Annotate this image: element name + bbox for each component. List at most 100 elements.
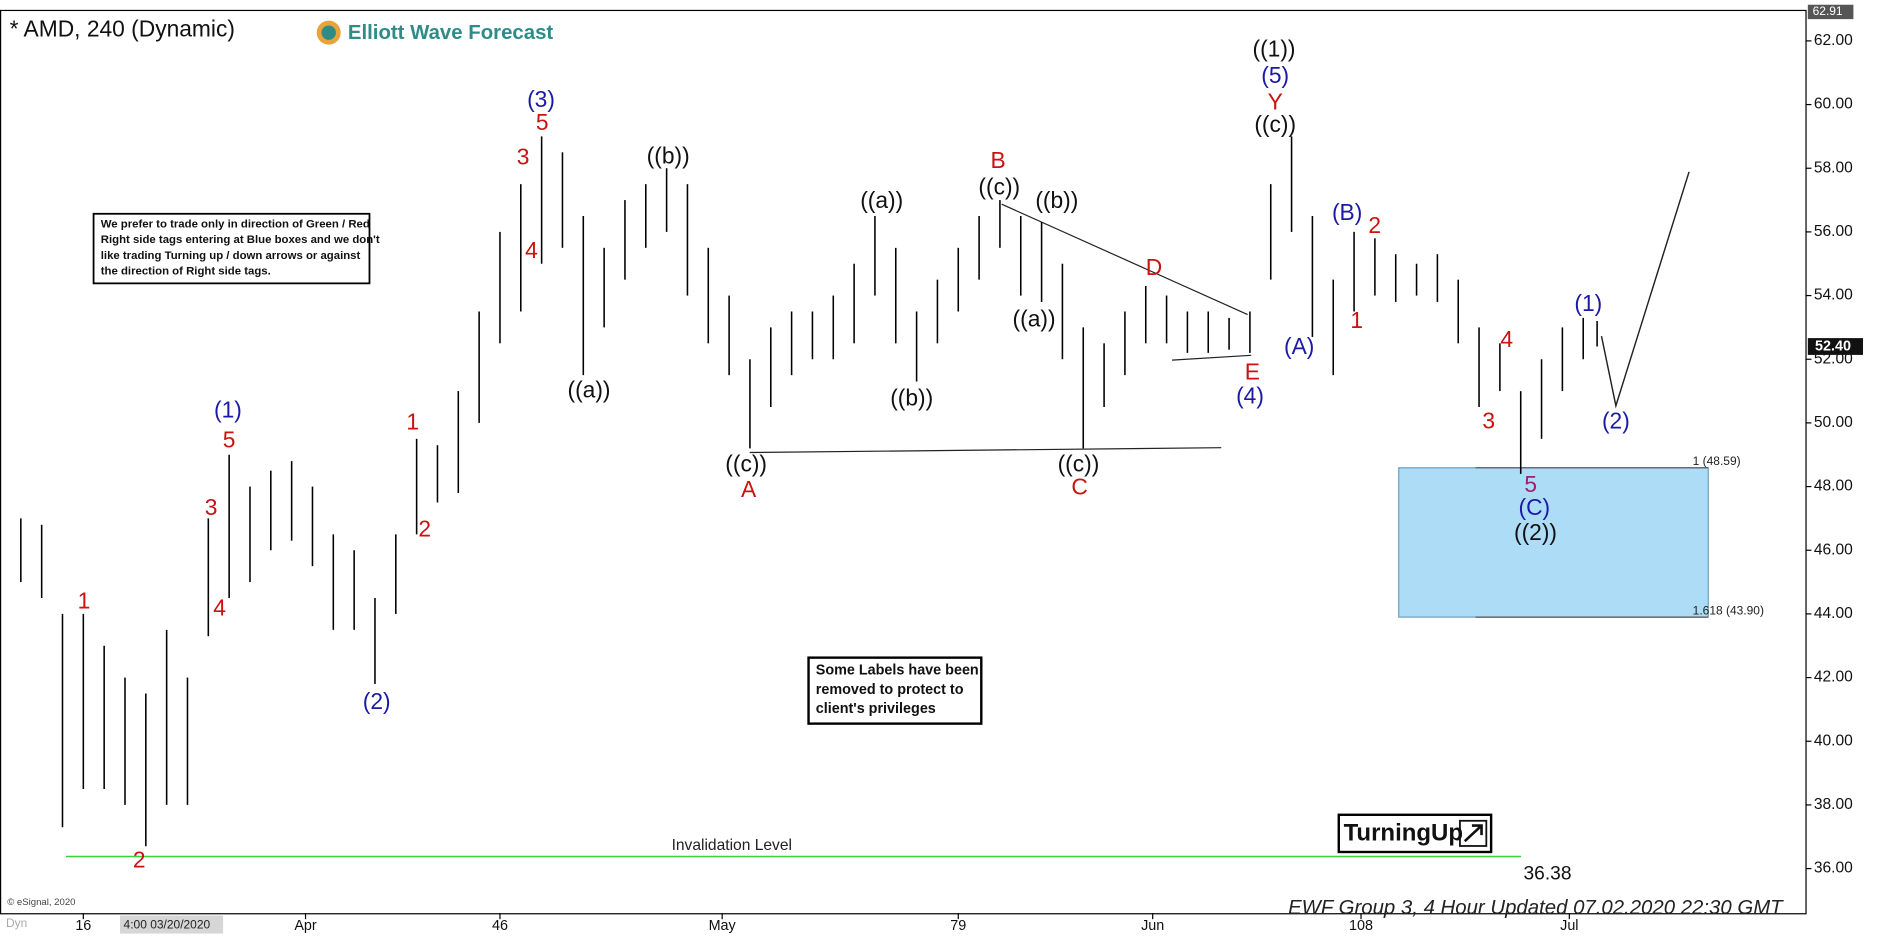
high-tag: 62.91 [1813,4,1843,18]
wave-label: (2) [1602,408,1630,434]
wave-label: ((c)) [978,174,1020,200]
y-tick-label: 38.00 [1814,796,1853,813]
y-tick-label: 56.00 [1814,223,1853,240]
x-tick-label: 16 [75,918,91,934]
y-tick-label: 46.00 [1814,541,1853,558]
wave-label: 3 [1482,408,1495,434]
fib-label: 1.618 (43.90) [1693,603,1764,617]
wave-label: 1 [406,409,419,435]
x-tick-label: 79 [950,918,966,934]
logo-text: Elliott Wave Forecast [348,22,554,44]
triangle-line [1001,203,1248,316]
projection-path [1600,171,1690,409]
wave-label: (1) [214,397,242,423]
wave-label: (4) [1236,382,1264,408]
y-tick-label: 62.00 [1814,32,1853,49]
plot-frame [0,9,1807,915]
wave-label: Y [1268,88,1283,114]
wave-label: 3 [517,144,530,170]
wave-label: 2 [418,515,431,541]
y-tick-label: 58.00 [1814,159,1853,176]
note-line: removed to protect to [816,682,964,698]
logo: Elliott Wave Forecast [316,20,554,45]
wave-label: 2 [1368,212,1381,238]
last-price: 52.40 [1815,338,1851,354]
wave-label: 5 [223,427,236,453]
y-tick-label: 48.00 [1814,478,1853,495]
badge-arrow [1463,824,1483,843]
wave-label: (B) [1332,199,1362,225]
y-tick-label: 42.00 [1814,669,1853,686]
x-tick-label: May [709,918,737,934]
cursor-label: 4:00 03/20/2020 [124,917,211,931]
triangle-line [749,447,1222,454]
wave-label: ((c)) [1254,111,1296,137]
y-tick-label: 40.00 [1814,732,1853,749]
badge-text: TurningUp [1344,819,1463,846]
wave-label: ((c)) [1058,451,1100,477]
wave-label: 1 [78,587,91,613]
wave-label: 5 [1524,471,1537,497]
note-line: Some Labels have been [816,663,979,679]
wave-label: ((a)) [860,187,903,213]
feed-label: Dyn [6,916,27,930]
wave-label: ((b)) [1035,187,1078,213]
wave-label: 4 [1500,326,1513,352]
triangle-line [1171,354,1252,361]
x-tick-label: 108 [1349,918,1373,934]
wave-label: 4 [213,595,226,621]
wave-label: 5 [536,109,549,135]
wave-label: ((2)) [1514,519,1557,545]
wave-label: ((a)) [568,376,611,402]
invalidation-price: 36.38 [1524,864,1572,885]
note-line: client's privileges [816,701,936,717]
x-tick-label: Jul [1560,918,1578,934]
cursor-box [119,915,224,934]
chart-title: * AMD, 240 (Dynamic) [10,15,235,41]
wave-label: ((b)) [647,142,690,168]
wave-label: 2 [133,847,146,873]
wave-label: (C) [1518,494,1550,520]
wave-label: ((1)) [1252,36,1295,62]
wave-label: A [741,476,757,502]
wave-label: 1 [1350,307,1363,333]
fib-label: 1 (48.59) [1693,454,1741,468]
wave-label: (1) [1574,290,1602,316]
wave-label: ((a)) [1013,306,1056,332]
invalidation-text: Invalidation Level [672,837,792,854]
wave-label: (5) [1261,62,1289,88]
note-line: We prefer to trade only in direction of … [101,219,370,231]
y-tick-label: 44.00 [1814,605,1853,622]
badge-arrow-box [1459,819,1488,847]
y-tick-label: 60.00 [1814,96,1853,113]
wave-label: B [990,147,1005,173]
y-tick-label: 36.00 [1814,860,1853,877]
wave-label: (2) [363,688,391,714]
x-tick-label: Jun [1141,918,1164,934]
y-tick-label: 50.00 [1814,414,1853,431]
wave-label: ((c)) [725,451,767,477]
note-box [92,212,371,285]
x-tick-label: 46 [492,918,508,934]
high-tag-box [1807,4,1854,20]
wave-label: 3 [205,494,218,520]
note-line: Right side tags entering at Blue boxes a… [101,234,380,246]
wave-label: 4 [525,237,538,263]
logo-icon-inner [321,25,336,40]
footer: EWF Group 3, 4 Hour Updated 07.02.2020 2… [1288,897,1784,919]
copyright: © eSignal, 2020 [7,897,75,908]
note-line: like trading Turning up / down arrows or… [101,250,361,262]
target-box [1398,467,1709,618]
x-tick-label: Apr [294,918,317,934]
note-line: the direction of Right side tags. [101,265,271,277]
wave-label: D [1146,254,1162,280]
note-box [807,656,983,725]
wave-label: (A) [1284,333,1314,359]
wave-label: ((b)) [890,385,933,411]
wave-label: E [1245,358,1260,384]
last-price-box [1807,338,1864,355]
wave-label: (3) [527,86,555,112]
wave-label: C [1071,474,1087,500]
